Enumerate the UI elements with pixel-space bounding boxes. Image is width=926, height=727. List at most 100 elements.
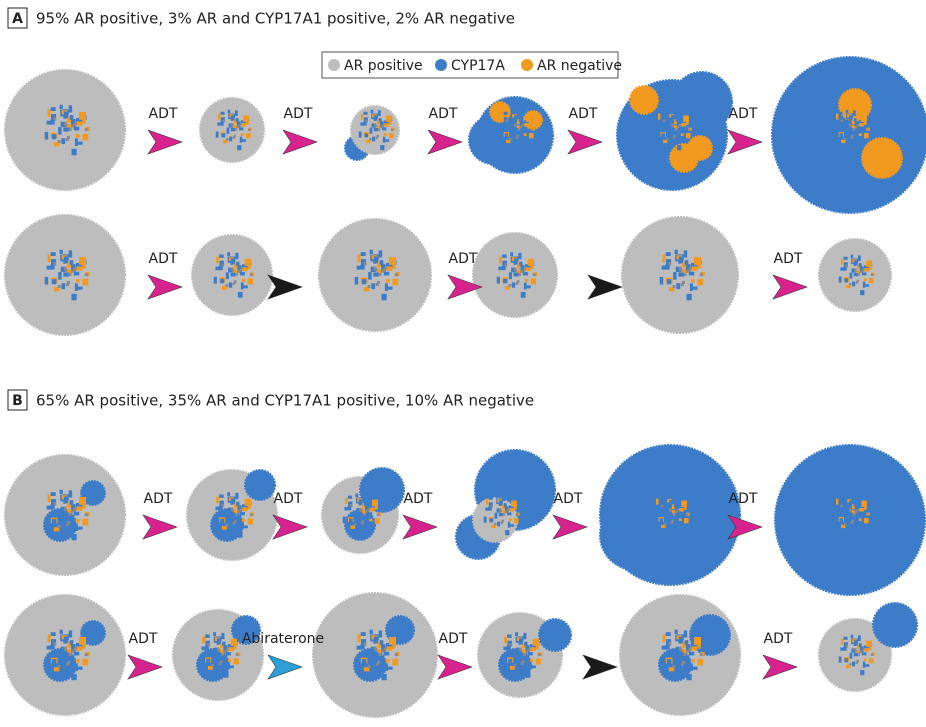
- core-cell: [214, 517, 217, 524]
- core-cell: [378, 653, 381, 656]
- core-cell: [76, 519, 80, 522]
- core-cell: [689, 272, 695, 276]
- core-cell: [369, 138, 371, 140]
- core-cell: [227, 128, 230, 134]
- core-cell: [360, 265, 364, 270]
- core-cell: [61, 138, 65, 144]
- core-cell: [58, 272, 61, 280]
- core-cell: [691, 659, 695, 662]
- core-cell: [859, 518, 862, 521]
- core-cell: [248, 278, 253, 284]
- core-cell: [677, 512, 681, 515]
- core-cell: [245, 259, 251, 266]
- core-cell: [841, 259, 843, 265]
- core-cell: [859, 263, 862, 267]
- core-cell: [857, 280, 859, 282]
- core-cell: [507, 512, 511, 515]
- core-cell: [371, 663, 375, 669]
- core-cell: [371, 283, 375, 289]
- arrow-label: ADT: [774, 251, 803, 267]
- core-cell: [60, 105, 63, 109]
- core-cell: [507, 646, 511, 650]
- core-cell: [858, 255, 861, 261]
- core-cell: [225, 524, 228, 527]
- core-cell: [61, 663, 65, 669]
- core-cell: [215, 662, 218, 667]
- arrow-label: ADT: [404, 491, 433, 507]
- core-cell: [366, 120, 368, 122]
- arrow: [268, 655, 302, 679]
- core-cell: [854, 268, 856, 270]
- core-cell: [854, 260, 857, 265]
- core-cell: [52, 134, 56, 139]
- core-cell: [686, 674, 691, 680]
- core-cell: [846, 265, 848, 267]
- core-cell: [684, 630, 687, 637]
- core-cell: [53, 262, 56, 265]
- core-cell: [849, 508, 851, 510]
- core-cell: [85, 128, 88, 131]
- core-cell: [225, 284, 228, 287]
- core-cell: [47, 635, 50, 643]
- core-cell: [219, 506, 223, 510]
- core-cell: [854, 118, 857, 122]
- core-cell: [355, 277, 359, 285]
- core-cell: [67, 661, 70, 664]
- core-cell: [497, 522, 500, 527]
- arrow: [428, 130, 462, 154]
- core-cell: [45, 277, 49, 285]
- core-cell: [71, 125, 74, 128]
- core-cell: [76, 659, 80, 662]
- core-cell: [484, 517, 487, 523]
- core-cell: [518, 128, 520, 130]
- core-cell: [688, 648, 691, 651]
- core-cell: [857, 127, 861, 130]
- core-cell: [514, 115, 517, 120]
- core-cell: [237, 145, 241, 150]
- core-cell: [64, 112, 68, 119]
- core-cell: [50, 265, 54, 270]
- core-cell: [844, 257, 848, 260]
- core-cell: [857, 660, 859, 662]
- core-cell: [510, 128, 513, 134]
- core-cell: [851, 255, 854, 258]
- core-cell: [488, 507, 491, 511]
- core-cell: [681, 123, 686, 126]
- core-cell: [241, 133, 244, 136]
- core-cell: [214, 277, 217, 284]
- core-cell: [79, 497, 86, 505]
- core-cell: [378, 128, 380, 130]
- core-cell: [486, 499, 488, 505]
- cell-population: [539, 619, 571, 651]
- core-cell: [688, 129, 690, 131]
- core-cell: [497, 277, 500, 284]
- core-cell: [236, 262, 239, 266]
- core-cell: [386, 659, 390, 662]
- core-cell: [227, 252, 230, 256]
- panel-title: 65% AR positive, 35% AR and CYP17A1 posi…: [36, 392, 534, 410]
- core-cell: [228, 647, 233, 651]
- core-cell: [859, 133, 862, 136]
- core-cell: [845, 658, 849, 662]
- core-cell: [866, 641, 872, 647]
- core-cell: [522, 660, 525, 663]
- core-cell: [52, 659, 56, 664]
- core-cell: [503, 279, 507, 284]
- arrow-label: ADT: [129, 631, 158, 647]
- core-cell: [64, 122, 67, 125]
- core-cell: [363, 494, 366, 500]
- core-cell: [869, 658, 874, 663]
- core-cell: [504, 263, 507, 266]
- core-cell: [51, 632, 56, 636]
- core-cell: [845, 128, 848, 134]
- figure: AR positiveCYP17AAR negativeA95% AR posi…: [0, 0, 926, 727]
- core-cell: [679, 518, 682, 521]
- core-cell: [239, 124, 241, 126]
- core-cell: [674, 503, 677, 507]
- core-cell: [67, 136, 70, 139]
- core-cell: [494, 523, 496, 525]
- core-cell: [512, 282, 515, 287]
- core-cell: [58, 285, 61, 288]
- panel-title: 95% AR positive, 3% AR and CYP17A1 posit…: [36, 10, 515, 28]
- core-cell: [658, 114, 660, 120]
